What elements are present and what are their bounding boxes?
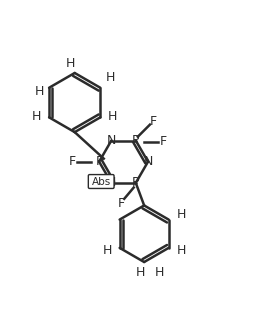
Text: H: H xyxy=(176,244,186,257)
Text: Abs: Abs xyxy=(92,176,111,186)
Text: P: P xyxy=(132,134,140,147)
Text: H: H xyxy=(35,85,44,98)
FancyBboxPatch shape xyxy=(88,175,114,188)
Text: H: H xyxy=(32,110,41,123)
Text: H: H xyxy=(105,71,115,84)
Text: N: N xyxy=(107,176,116,189)
Text: H: H xyxy=(108,110,117,123)
Text: F: F xyxy=(150,114,157,127)
Text: H: H xyxy=(66,57,75,70)
Text: N: N xyxy=(107,134,116,147)
Text: F: F xyxy=(69,155,76,168)
Text: P: P xyxy=(95,155,103,168)
Text: H: H xyxy=(176,208,186,221)
Text: H: H xyxy=(136,266,145,279)
Text: N: N xyxy=(143,155,153,168)
Text: F: F xyxy=(160,135,167,148)
Text: F: F xyxy=(117,197,125,210)
Text: P: P xyxy=(132,176,140,189)
Text: H: H xyxy=(103,244,112,257)
Text: H: H xyxy=(154,266,164,279)
